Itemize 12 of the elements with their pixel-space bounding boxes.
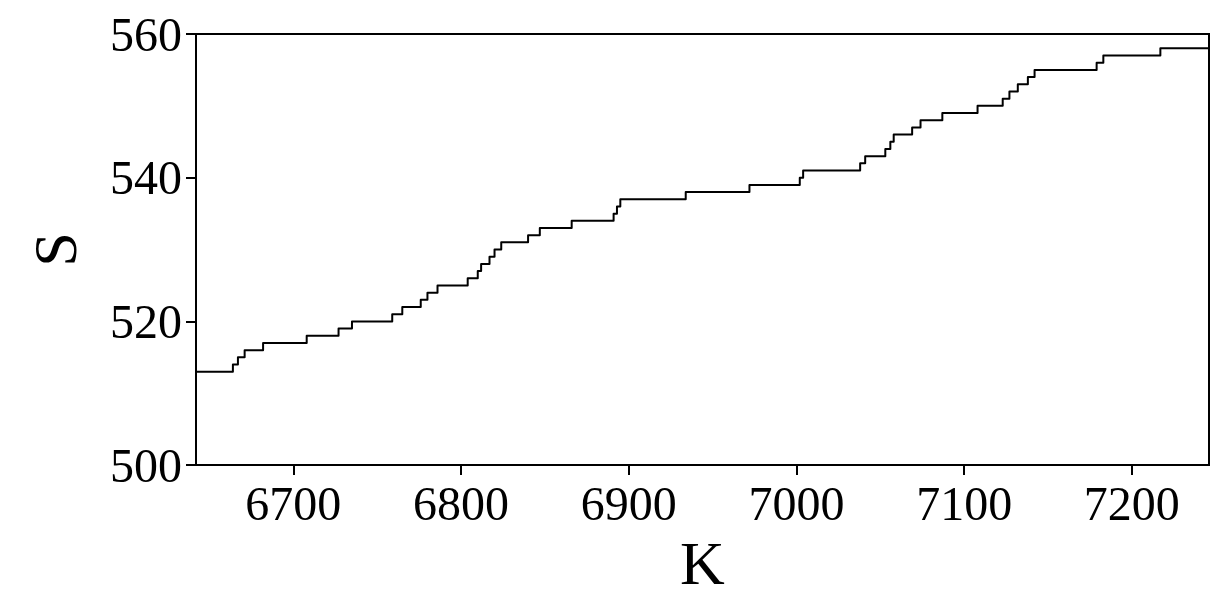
x-tick-label: 6800 <box>412 476 509 530</box>
x-tick-label: 7000 <box>748 476 845 530</box>
x-tick-label: 7200 <box>1083 476 1180 530</box>
y-axis-title: S <box>21 232 89 267</box>
x-tick-label: 6700 <box>245 476 342 530</box>
y-tick-label: 560 <box>110 7 182 61</box>
x-tick-label: 6900 <box>580 476 677 530</box>
y-tick-label: 520 <box>110 294 182 348</box>
y-tick-label: 540 <box>110 151 182 205</box>
x-tick-label: 7100 <box>916 476 1013 530</box>
y-tick-label: 500 <box>110 438 182 492</box>
x-axis-title: K <box>680 529 726 597</box>
